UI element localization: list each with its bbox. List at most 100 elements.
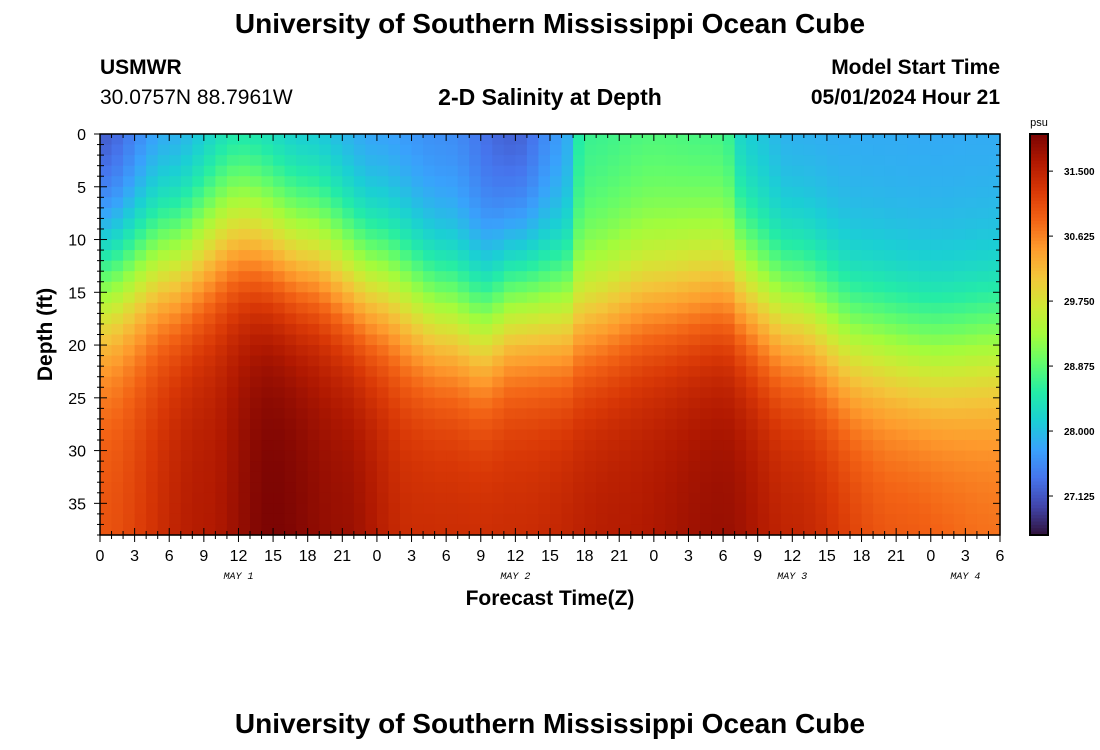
- heatmap-cell: [815, 134, 828, 146]
- heatmap-cell: [423, 186, 436, 198]
- heatmap-cell: [250, 429, 263, 441]
- heatmap-cell: [826, 524, 840, 536]
- heatmap-cell: [976, 281, 990, 293]
- heatmap-cell: [965, 334, 978, 346]
- heatmap-cell: [457, 134, 470, 146]
- heatmap-cell: [976, 271, 990, 283]
- heatmap-cell: [146, 260, 159, 272]
- heatmap-cell: [688, 461, 701, 473]
- colorbar-swatch: [1030, 351, 1048, 356]
- heatmap-cell: [711, 155, 724, 167]
- heatmap-cell: [688, 492, 701, 504]
- heatmap-cell: [965, 450, 978, 462]
- colorbar-swatch: [1030, 160, 1048, 165]
- heatmap-cell: [653, 197, 666, 209]
- heatmap-cell: [815, 471, 828, 483]
- heatmap-cell: [457, 440, 470, 452]
- heatmap-cell: [907, 408, 920, 420]
- heatmap-cell: [723, 461, 736, 473]
- heatmap-cell: [619, 376, 632, 388]
- heatmap-cell: [388, 503, 401, 515]
- heatmap-cell: [769, 524, 782, 536]
- heatmap-cell: [942, 471, 955, 483]
- heatmap-cell: [446, 524, 459, 536]
- heatmap-cell: [584, 376, 597, 388]
- heatmap-cell: [434, 218, 447, 230]
- heatmap-cell: [134, 260, 147, 272]
- heatmap-cell: [526, 334, 540, 346]
- heatmap-cell: [676, 207, 690, 220]
- heatmap-cell: [146, 302, 159, 314]
- colorbar-swatch: [1030, 481, 1048, 486]
- heatmap-cell: [723, 345, 736, 357]
- heatmap-cell: [250, 250, 263, 262]
- heatmap-cell: [700, 450, 713, 462]
- heatmap-cell: [273, 218, 286, 230]
- heatmap-cell: [284, 492, 297, 504]
- heatmap-cell: [100, 524, 113, 536]
- heatmap-cell: [688, 176, 701, 188]
- heatmap-cell: [896, 524, 909, 536]
- heatmap-cell: [330, 397, 343, 409]
- heatmap-cell: [411, 155, 424, 167]
- heatmap-cell: [561, 482, 574, 494]
- heatmap-cell: [619, 513, 632, 526]
- heatmap-cell: [226, 461, 240, 473]
- heatmap-cell: [734, 155, 747, 167]
- heatmap-cell: [307, 492, 320, 504]
- heatmap-cell: [607, 408, 620, 420]
- heatmap-cell: [826, 176, 840, 188]
- heatmap-cell: [250, 355, 263, 367]
- heatmap-cell: [550, 207, 563, 220]
- heatmap-cell: [480, 429, 493, 441]
- heatmap-cell: [411, 429, 424, 441]
- heatmap-cell: [607, 323, 620, 336]
- heatmap-cell: [423, 461, 436, 473]
- heatmap-cell: [630, 292, 643, 304]
- heatmap-cell: [919, 376, 932, 388]
- heatmap-cell: [803, 271, 816, 283]
- heatmap-cell: [953, 281, 966, 293]
- heatmap-cell: [538, 503, 551, 515]
- heatmap-cell: [803, 281, 816, 293]
- heatmap-cell: [815, 302, 828, 314]
- heatmap-cell: [146, 144, 159, 156]
- colorbar-swatch: [1030, 177, 1048, 182]
- heatmap-cell: [838, 250, 851, 262]
- heatmap-cell: [342, 271, 355, 283]
- heatmap-cell: [261, 334, 274, 346]
- heatmap-cell: [665, 176, 678, 188]
- heatmap-cell: [434, 387, 447, 399]
- heatmap-cell: [100, 397, 113, 409]
- heatmap-cell: [226, 260, 240, 272]
- heatmap-cell: [746, 228, 759, 241]
- heatmap-cell: [711, 165, 724, 177]
- heatmap-cell: [619, 524, 632, 536]
- heatmap-cell: [273, 355, 286, 367]
- heatmap-cell: [792, 471, 805, 483]
- heatmap-cell: [157, 408, 170, 420]
- heatmap-cell: [226, 207, 240, 220]
- heatmap-cell: [503, 218, 516, 230]
- heatmap-cell: [469, 281, 482, 293]
- heatmap-cell: [250, 471, 263, 483]
- colorbar-swatch: [1030, 468, 1048, 473]
- heatmap-cell: [365, 292, 378, 304]
- heatmap-cell: [884, 176, 897, 188]
- heatmap-cell: [665, 387, 678, 399]
- heatmap-cell: [446, 387, 459, 399]
- heatmap-cell: [896, 482, 909, 494]
- x-tick-label: 3: [407, 548, 416, 565]
- heatmap-cell: [653, 239, 666, 251]
- heatmap-cell: [146, 355, 159, 367]
- colorbar-swatch: [1030, 137, 1048, 142]
- heatmap-cell: [976, 197, 990, 209]
- heatmap-cell: [919, 302, 932, 314]
- heatmap-cell: [757, 155, 770, 167]
- heatmap-cell: [815, 418, 828, 431]
- heatmap-cell: [261, 239, 274, 251]
- heatmap-cell: [492, 450, 505, 462]
- heatmap-cell: [919, 503, 932, 515]
- heatmap-cell: [688, 366, 701, 378]
- heatmap-cell: [561, 471, 574, 483]
